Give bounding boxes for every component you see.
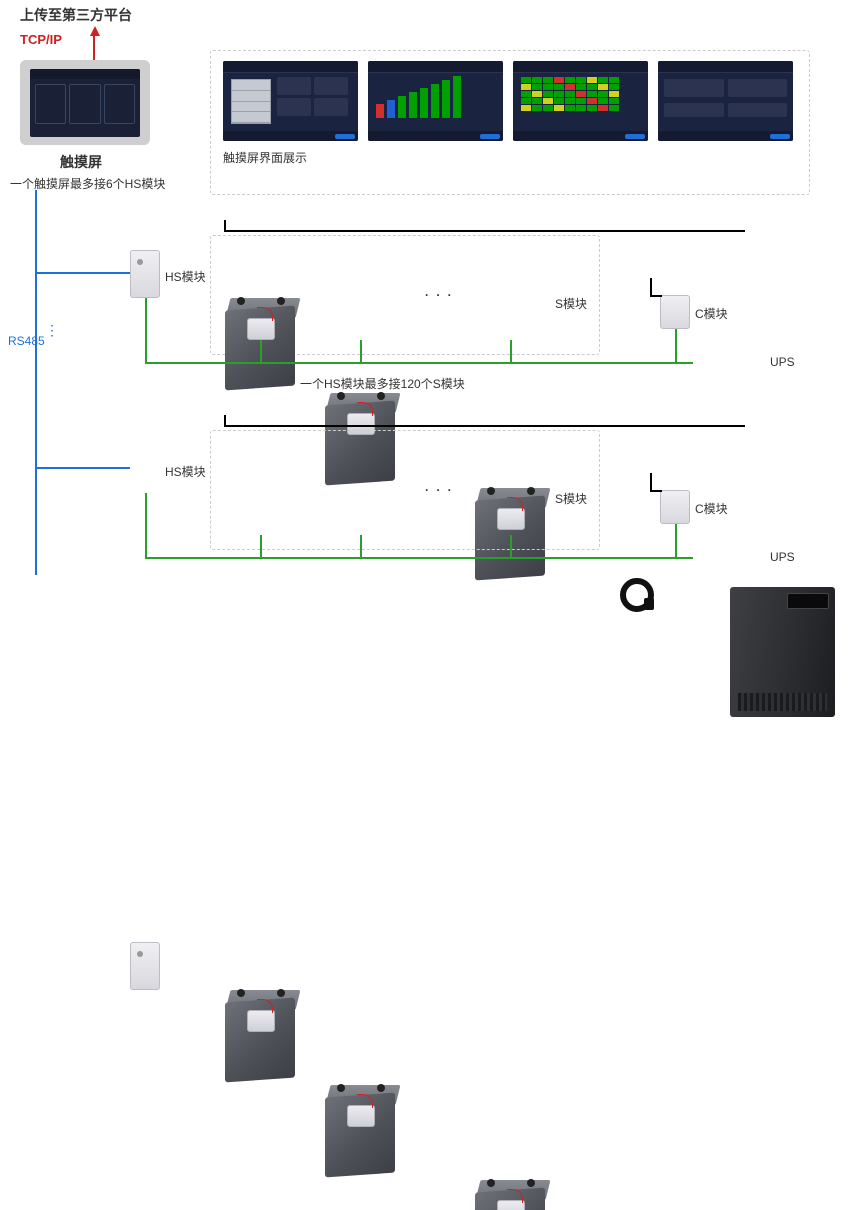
row2-ring-wire2 (650, 490, 662, 492)
touchscreen-label: 触摸屏 (60, 152, 102, 172)
bus-label: RS485 (8, 334, 45, 348)
row2-hs-label: HS模块 (165, 463, 206, 480)
row1-ellipsis: · · · (425, 288, 454, 302)
row1-green-drop-c (675, 329, 677, 364)
row2-green-drop-c (675, 524, 677, 559)
row2-green-drop-3 (510, 535, 512, 559)
gallery-thumb-4 (658, 61, 793, 141)
gallery-caption: 触摸屏界面展示 (223, 149, 797, 166)
row2-c-module (660, 490, 690, 524)
row1-ups (730, 587, 835, 717)
row1-green-drop-3 (510, 340, 512, 364)
row1-green-drop-1 (260, 340, 262, 364)
row2-battery-2 (325, 1080, 403, 1175)
row2-hs-module (130, 942, 160, 990)
row2-ellipsis: · · · (425, 483, 454, 497)
row1-green-c-ext (675, 362, 693, 364)
row1-green-bus (145, 362, 693, 364)
row1-hs-label: HS模块 (165, 268, 206, 285)
row1-top-bus (225, 230, 745, 232)
row2-green-bus (145, 557, 693, 559)
bus-ellipsis-icon: ⋮ (45, 322, 59, 339)
row-note: 一个HS模块最多接120个S模块 (300, 375, 465, 392)
row2-s-label: S模块 (555, 490, 587, 507)
row1-c-module (660, 295, 690, 329)
protocol-label: TCP/IP (20, 32, 62, 47)
row1-c-label: C模块 (695, 305, 728, 322)
row2-bus-branch (35, 467, 130, 469)
row1-battery-1 (225, 293, 303, 388)
row2-ring-wire (650, 473, 652, 491)
row1-hs-module (130, 250, 160, 298)
touchscreen-screen (30, 69, 140, 137)
gallery-thumb-3 (513, 61, 648, 141)
row2-green-drop-1 (260, 535, 262, 559)
touchscreen-note: 一个触摸屏最多接6个HS模块 (10, 175, 165, 192)
row1-ring-wire (650, 278, 652, 296)
row1-s-label: S模块 (555, 295, 587, 312)
row2-battery-3 (475, 1175, 553, 1210)
gallery-thumb-2 (368, 61, 503, 141)
upload-arrow-line (93, 36, 95, 60)
row2-green-hs-drop (145, 493, 147, 559)
row1-top-bus-lcap (224, 220, 226, 232)
gallery-thumb-1 (223, 61, 358, 141)
row2-top-bus-lcap (224, 415, 226, 427)
row1-green-drop-2 (360, 340, 362, 364)
touchscreen-device (20, 60, 150, 145)
row2-ups-label: UPS (770, 550, 795, 564)
row2-c-label: C模块 (695, 500, 728, 517)
row1-ring-sensor-icon (620, 578, 654, 612)
row2-battery-1 (225, 985, 303, 1080)
row2-s-module-group (210, 430, 600, 550)
row1-ups-label: UPS (770, 355, 795, 369)
bus-line-vertical (35, 190, 37, 575)
row2-green-drop-2 (360, 535, 362, 559)
row2-green-c-ext (675, 557, 693, 559)
row1-green-hs-drop (145, 298, 147, 364)
screenshot-gallery: 触摸屏界面展示 (210, 50, 810, 195)
row2-top-bus (225, 425, 745, 427)
row1-bus-branch (35, 272, 130, 274)
upload-arrow-icon (90, 26, 100, 36)
row1-ring-wire2 (650, 295, 662, 297)
upload-label: 上传至第三方平台 (20, 5, 132, 25)
